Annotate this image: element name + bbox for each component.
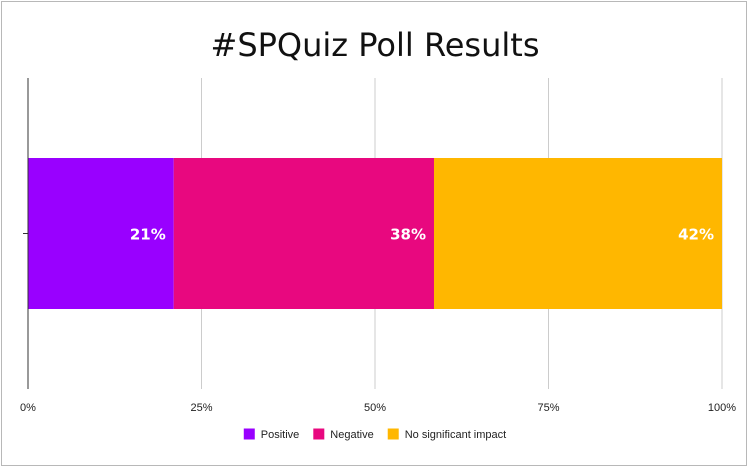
axes: 0% 25% 50% 75% 100%	[20, 78, 736, 414]
legend: Positive Negative No significant impact	[243, 428, 507, 441]
data-label: 42%	[678, 226, 714, 244]
bar-negative	[173, 158, 434, 309]
legend-label-negative: Negative	[330, 429, 373, 441]
legend-label-no-significant-impact: No significant impact	[405, 429, 507, 441]
legend-swatch-no-significant-impact	[387, 428, 399, 440]
x-tick-label: 50%	[364, 402, 386, 414]
x-tick-label: 100%	[708, 402, 736, 414]
legend-swatch-positive	[243, 428, 255, 440]
bars: 21% 38% 42%	[28, 158, 722, 309]
bar-positive	[28, 158, 174, 309]
data-label: 38%	[390, 226, 426, 244]
bar-no-significant-impact	[433, 158, 722, 309]
x-tick-label: 0%	[20, 402, 36, 414]
legend-label-positive: Positive	[261, 429, 300, 441]
legend-swatch-negative	[313, 428, 325, 440]
x-tick-label: 25%	[190, 402, 212, 414]
chart-title: #SPQuiz Poll Results	[211, 26, 540, 64]
data-label: 21%	[130, 226, 166, 244]
x-tick-label: 75%	[537, 402, 559, 414]
